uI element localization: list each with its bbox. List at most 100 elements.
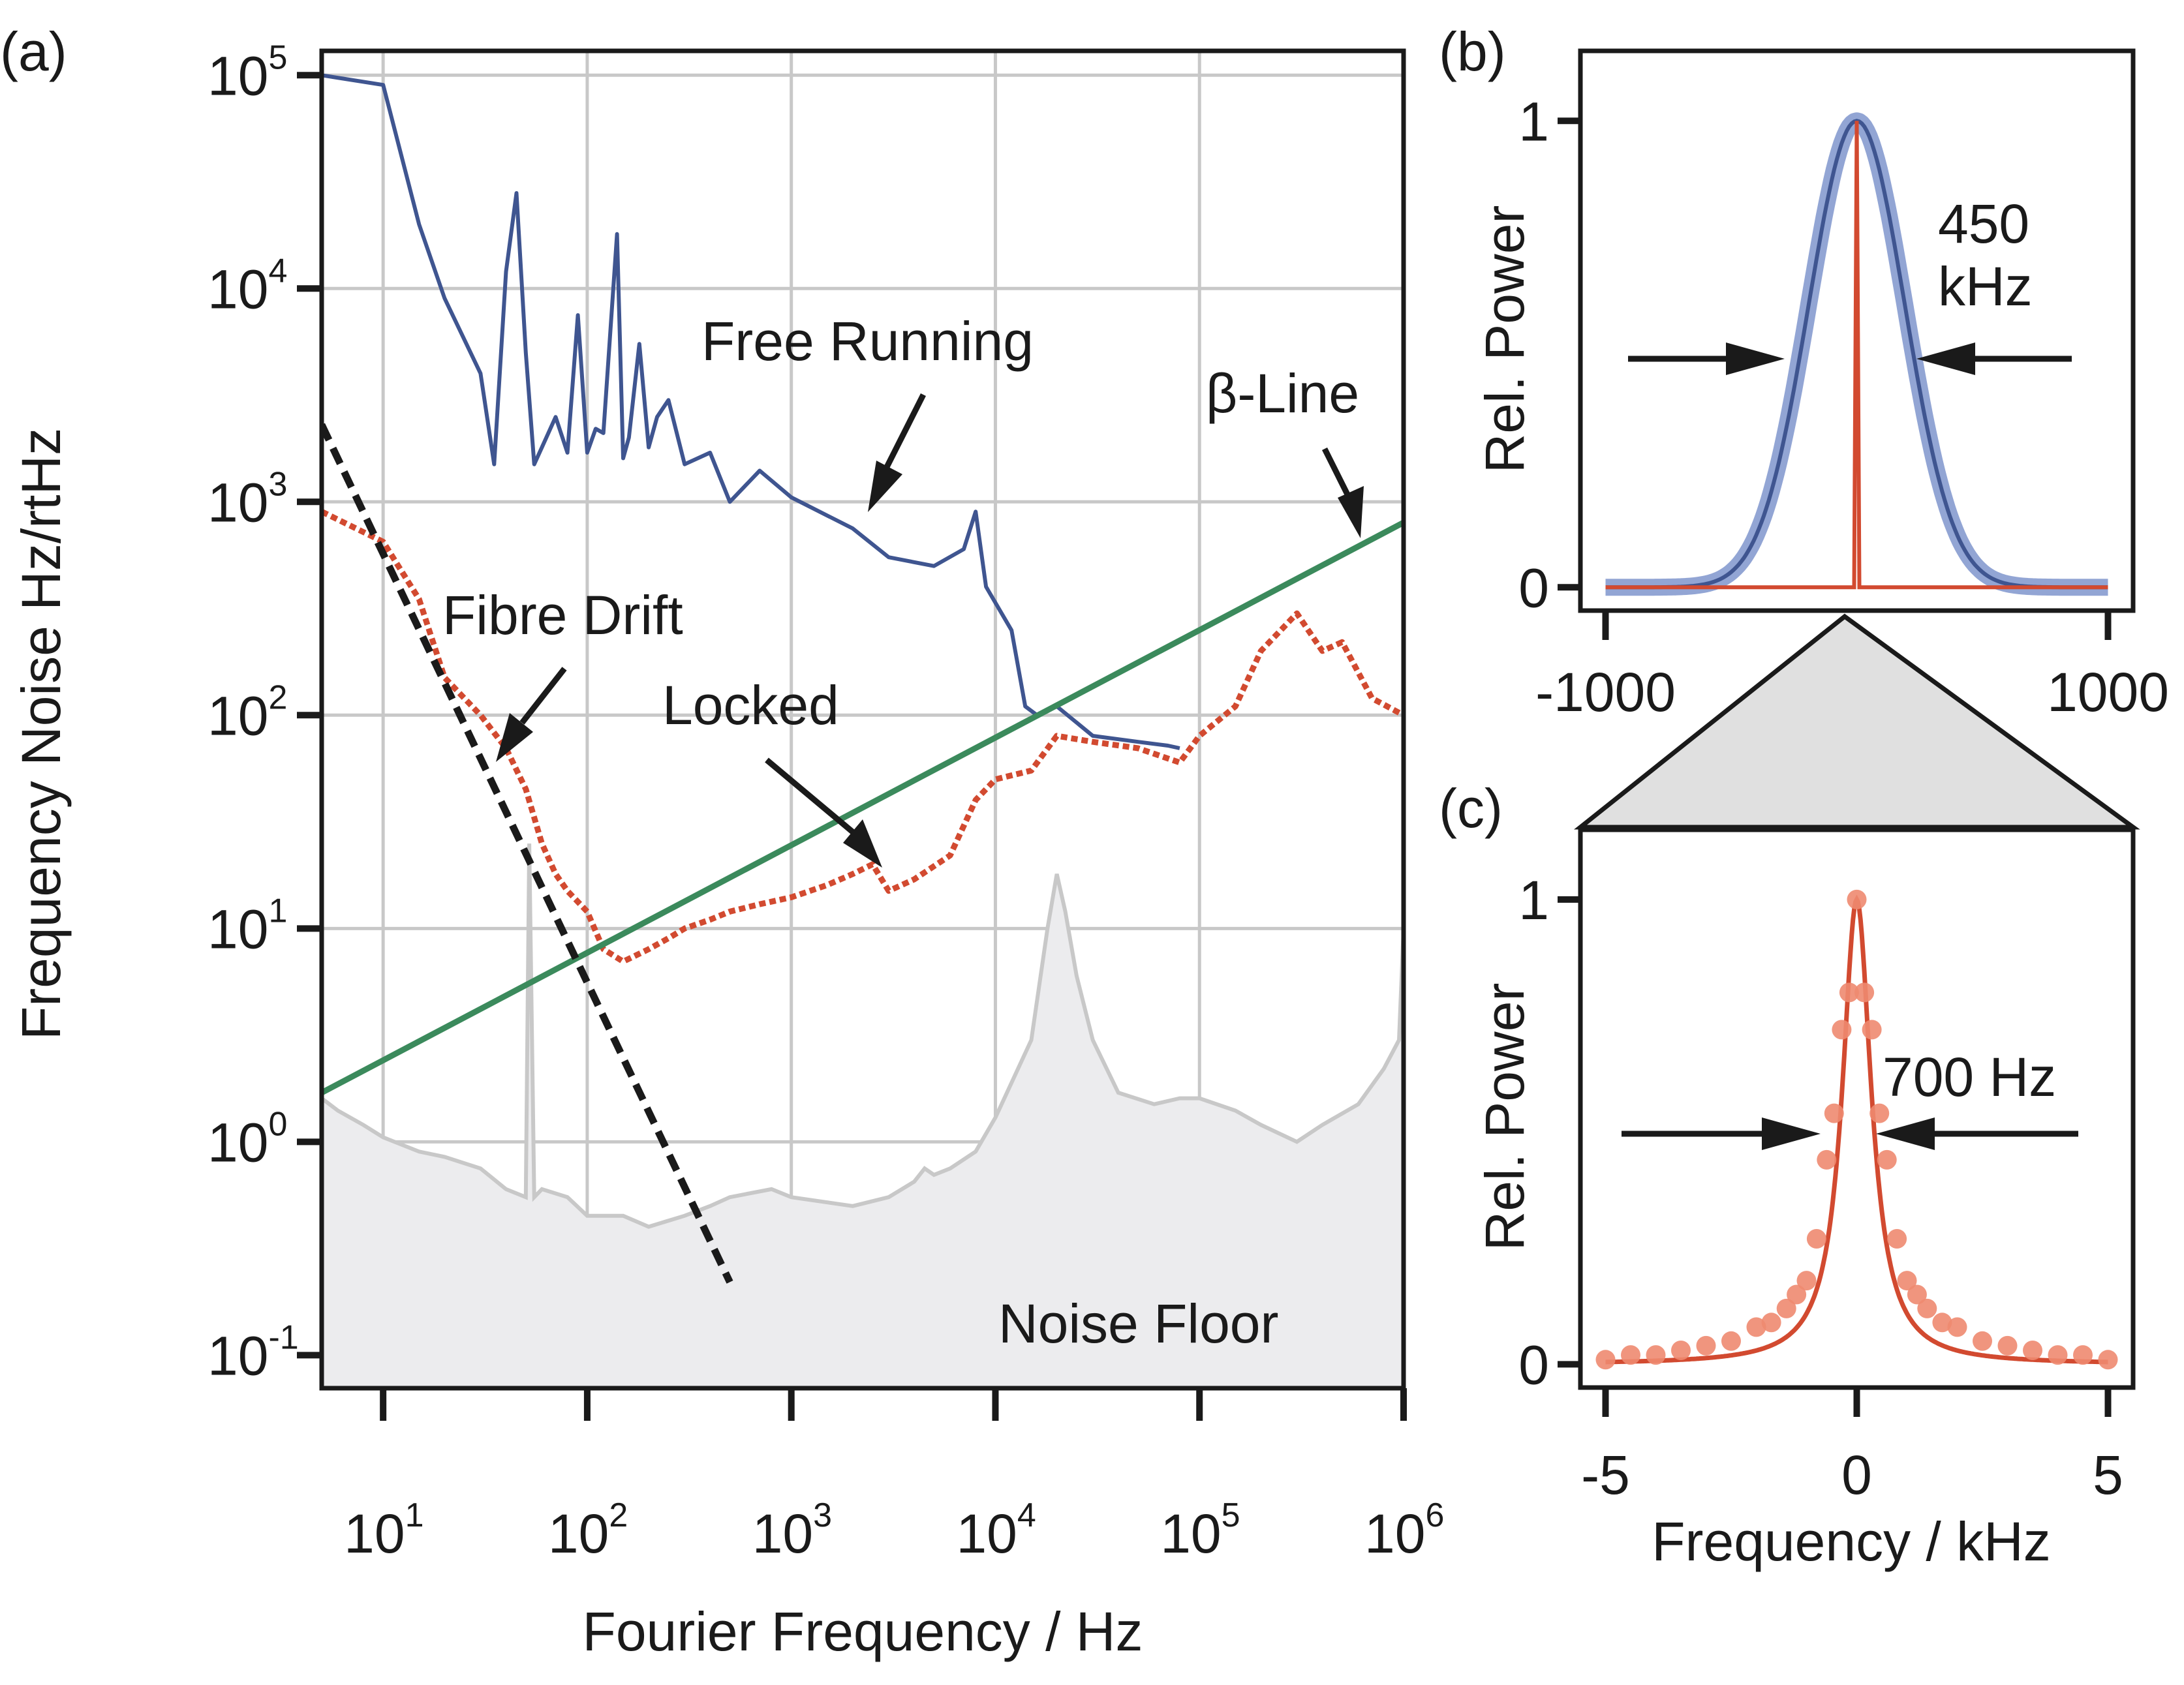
c-left-arrow-head [1762,1117,1821,1150]
beta-line-arrow-head [1338,486,1364,538]
a-y-tick-label-1: 100 [208,1105,287,1173]
b-left-arrow-head [1726,342,1785,375]
a-x-tick-label-3: 104 [956,1496,1036,1564]
annotation-locked: Locked [662,675,839,736]
beta-line-arrow-shaft [1321,447,1354,503]
a-x-axis-label: Fourier Frequency / Hz [583,1601,1143,1662]
a-x-ticks: 101 102 103 104 105 106 [344,1388,1444,1564]
panel-c: (c) 0 1 -5 0 5 Frequency / kHz Rel. Power 70… [1439,778,2136,1572]
a-x-tick-label-2: 103 [752,1496,832,1564]
b-x-tick-label-1: 1000 [2047,661,2169,723]
lorentz-point-13 [1824,1103,1844,1123]
c-x-tick-label-1: 0 [1841,1444,1872,1506]
lorentz-point-30 [2048,1345,2068,1365]
lorentz-point-29 [2023,1341,2042,1360]
locked-arrow-head [843,819,882,868]
lorentz-measured-points [1595,889,2118,1370]
panel-b: (b) 0 1 -1000 1000 Rel. Power 450 kHz [1439,21,2169,723]
b-right-arrow-head [1916,342,1975,375]
lorentz-point-14 [1832,1020,1852,1040]
lorentz-point-21 [1887,1229,1907,1249]
lorentzian-fit-line [1605,894,2108,1365]
free-running-line [322,73,1180,750]
narrow-locked-line [1605,121,2108,590]
annotation-450: 450 [1938,193,2029,254]
lorentz-point-24 [1917,1298,1937,1318]
free-running-arrow-head [868,461,902,512]
a-x-tick-label-4: 105 [1160,1496,1240,1564]
lorentz-point-18 [1862,1020,1882,1040]
a-y-tick-label-3: 102 [208,678,287,746]
lorentz-point-9 [1787,1284,1807,1305]
b-ticks: 0 1 -1000 1000 [1518,91,2169,723]
c-ticks: 0 1 -5 0 5 [1518,870,2123,1506]
free-running-arrow-shaft [883,393,927,470]
lorentz-point-1 [1621,1345,1640,1365]
lorentz-point-16 [1847,889,1867,909]
fibre-drift-arrow-head [496,713,533,762]
locked-arrow-shaft [765,757,857,836]
lorentz-point-32 [2098,1350,2118,1370]
lorentz-point-11 [1806,1229,1826,1249]
annotation-khz: kHz [1938,256,2033,317]
lorentz-point-5 [1721,1331,1741,1351]
a-y-tick-label-2: 101 [208,892,287,960]
a-y-tick-label-0: 10-1 [208,1318,299,1386]
c-x-axis-label: Frequency / kHz [1652,1511,2051,1572]
lorentz-point-8 [1776,1298,1796,1318]
b-y-tick-label-1: 1 [1518,91,1549,152]
beta-line [322,520,1404,1095]
c-x-tick-label-0: -5 [1581,1444,1630,1506]
a-y-axis-label: Frequency Noise Hz/rtHz [10,428,72,1040]
a-plot-frame [319,48,1406,1391]
lorentz-point-6 [1746,1317,1766,1337]
panel-a-label: (a) [0,21,67,82]
annotation-700-hz: 700 Hz [1883,1046,2056,1108]
panel-c-label: (c) [1439,778,1503,839]
a-x-tick-label-1: 102 [548,1496,628,1564]
annotation-free-running: Free Running [701,311,1034,372]
b-y-axis-label: Rel. Power [1474,205,1535,474]
b-y-tick-label-0: 0 [1518,557,1549,618]
lorentz-point-0 [1595,1350,1616,1370]
annotation-fibre-drift: Fibre Drift [442,584,683,646]
lorentz-point-27 [1973,1331,1992,1351]
a-y-tick-label-6: 105 [208,38,287,106]
a-y-tick-label-4: 103 [208,465,287,533]
lorentz-point-26 [1947,1317,1967,1337]
c-y-axis-label: Rel. Power [1474,983,1535,1251]
lorentz-point-15 [1839,982,1859,1003]
locked-line [322,509,1404,965]
c-y-tick-label-1: 1 [1518,870,1549,931]
c-plot-frame [1578,827,2136,1390]
annotation-noise-floor: Noise Floor [998,1293,1278,1354]
b-x-tick-label-0: -1000 [1535,661,1676,723]
a-x-tick-label-5: 106 [1364,1496,1444,1564]
lorentz-point-3 [1671,1341,1691,1360]
a-x-tick-label-0: 101 [344,1496,423,1564]
lorentz-point-2 [1646,1345,1666,1365]
panel-b-label: (b) [1439,21,1506,82]
c-right-arrow-head [1876,1117,1935,1150]
annotation-beta-line: β-Line [1206,363,1359,424]
lorentz-point-10 [1796,1271,1817,1291]
lorentz-point-20 [1877,1149,1897,1170]
lorentz-point-31 [2073,1345,2093,1365]
zoom-connector [1573,613,2140,830]
lorentz-point-17 [1854,982,1875,1003]
a-y-tick-label-5: 104 [208,252,287,320]
lorentz-point-23 [1907,1284,1927,1305]
noise-floor-area [322,843,1404,1388]
noise-floor-line [322,843,1404,1229]
lorentz-point-22 [1897,1271,1917,1291]
lorentz-point-28 [1997,1335,2018,1356]
lorentz-point-19 [1869,1103,1890,1123]
fibre-drift-arrow-shaft [519,667,567,725]
lorentz-point-12 [1817,1149,1837,1170]
fibre-drift-line [322,423,733,1284]
a-y-ticks: 10-1 100 101 102 103 104 105 [208,38,322,1386]
c-y-tick-label-0: 0 [1518,1334,1549,1395]
lorentz-point-25 [1932,1313,1952,1333]
